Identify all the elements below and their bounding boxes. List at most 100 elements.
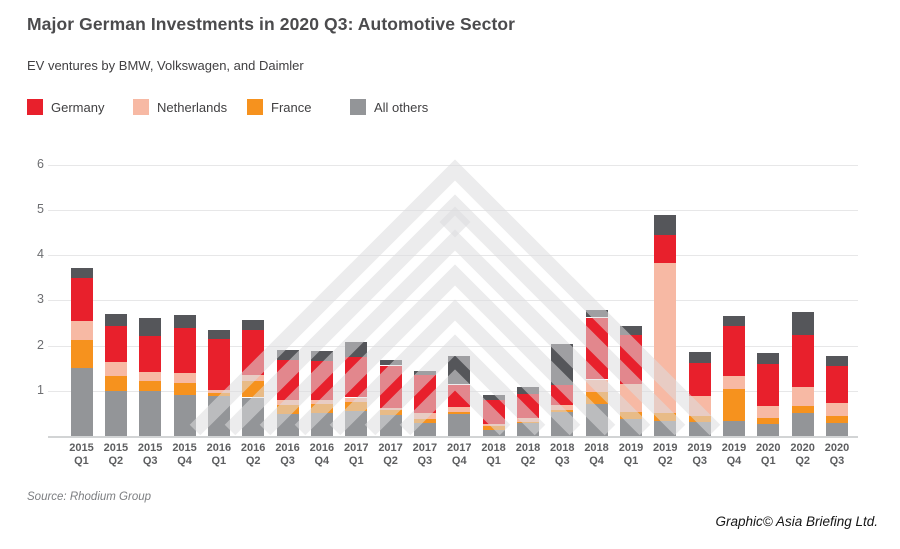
x-axis-label-line: Q2 <box>520 455 536 467</box>
bar-segment-unlabeled-2020-q2 <box>791 312 814 335</box>
bar-segment-france-2015-q4 <box>173 382 196 396</box>
bar-segment-france-2018-q2 <box>516 422 539 424</box>
bar-segment-all-others-2019-q4 <box>723 420 745 436</box>
source-note: Source: Rhodium Group <box>27 491 152 503</box>
gridline-5 <box>48 209 858 211</box>
bar-segment-netherlands-2020-q1 <box>757 406 780 419</box>
bar-segment-france-2015-q1 <box>70 340 93 369</box>
bar-segment-unlabeled-2019-q3 <box>688 351 711 363</box>
bar-segment-unlabeled-2020-q3 <box>826 356 848 367</box>
bar-segment-all-others-2015-q2 <box>104 390 127 436</box>
legend-swatch-france <box>247 99 263 115</box>
bar-segment-all-others-2020-q2 <box>791 413 814 436</box>
y-axis-tick-label: 1 <box>37 382 44 397</box>
x-axis-label-2017-q3: 2017 Q3 <box>408 442 442 468</box>
x-axis-label-line: Q1 <box>74 455 89 467</box>
x-axis-label-line: 2019 <box>618 442 644 454</box>
bar-segment-all-others-2016-q4 <box>310 412 333 436</box>
x-axis-label-2017-q1: 2017 Q1 <box>339 442 373 468</box>
x-axis-label-line: Q1 <box>348 455 364 467</box>
x-axis-label-line: 2020 <box>790 442 815 454</box>
y-axis-tick-label: 3 <box>37 292 44 307</box>
x-axis-label-line: Q3 <box>829 455 845 467</box>
chart-title: Major German Investments in 2020 Q3: Aut… <box>27 14 516 34</box>
x-axis-label-2019-q1: 2019 Q1 <box>614 442 648 468</box>
bar-segment-netherlands-2018-q3 <box>551 405 574 411</box>
legend-swatch-germany <box>27 99 43 115</box>
bar-segment-france-2016-q4 <box>310 404 333 413</box>
bar-segment-unlabeled-2018-q3 <box>551 344 574 385</box>
graphic-credit: Graphic© Asia Briefing Ltd. <box>715 514 878 529</box>
bar-segment-unlabeled-2018-q2 <box>516 387 539 394</box>
x-axis-label-2015-q2: 2015 Q2 <box>99 442 133 468</box>
bar-segment-germany-2020-q1 <box>757 364 780 407</box>
bar-segment-unlabeled-2016-q4 <box>310 351 333 361</box>
bar-segment-unlabeled-2019-q1 <box>619 325 642 335</box>
x-axis-label-2018-q2: 2018 Q2 <box>511 442 545 468</box>
bar-segment-all-others-2020-q3 <box>826 422 848 436</box>
legend-item-france: France <box>247 99 311 115</box>
x-axis-label-2020-q2: 2020 Q2 <box>786 442 820 468</box>
bar-segment-unlabeled-2017-q3 <box>413 371 436 376</box>
x-axis-label-line: Q1 <box>211 455 227 467</box>
x-axis-label-line: 2018 <box>550 442 575 454</box>
bar-segment-all-others-2020-q1 <box>757 424 780 436</box>
x-axis-label-2015-q4: 2015 Q4 <box>167 442 201 468</box>
gridline-4 <box>48 255 858 257</box>
bar-segment-all-others-2017-q4 <box>448 413 471 436</box>
x-axis-label-2020-q3: 2020 Q3 <box>820 442 854 468</box>
x-axis-label-2015-q3: 2015 Q3 <box>133 442 167 468</box>
bar-segment-unlabeled-2015-q1 <box>70 268 93 278</box>
x-axis-label-line: 2015 <box>172 442 197 454</box>
x-axis-label-line: Q1 <box>760 455 776 467</box>
legend-item-germany: Germany <box>27 99 104 115</box>
bar-segment-netherlands-2016-q2 <box>242 375 265 381</box>
bar-segment-germany-2016-q2 <box>242 330 265 376</box>
bar-segment-france-2016-q3 <box>276 404 299 415</box>
bar-segment-france-2018-q4 <box>585 391 608 405</box>
bar-segment-all-others-2016-q2 <box>242 397 265 436</box>
x-axis-label-line: Q4 <box>726 455 742 467</box>
x-axis-label-line: 2019 <box>653 442 678 454</box>
bar-segment-netherlands-2017-q1 <box>345 397 368 403</box>
x-axis-label-line: Q2 <box>108 455 124 467</box>
bar-segment-all-others-2017-q2 <box>379 415 402 436</box>
bar-segment-all-others-2019-q3 <box>688 422 711 436</box>
bar-segment-france-2017-q3 <box>413 419 436 423</box>
bar-segment-unlabeled-2017-q1 <box>345 342 368 358</box>
bar-segment-unlabeled-2015-q4 <box>173 315 196 328</box>
bar-segment-netherlands-2020-q2 <box>791 386 814 407</box>
bar-segment-netherlands-2020-q3 <box>826 403 848 417</box>
bar-segment-unlabeled-2019-q4 <box>723 316 745 327</box>
x-axis-label-line: 2016 <box>309 442 335 454</box>
bar-segment-france-2017-q4 <box>448 412 471 414</box>
x-axis-label-2019-q2: 2019 Q2 <box>648 442 682 468</box>
x-axis-label-line: 2017 <box>344 442 369 454</box>
legend-swatch-netherlands <box>133 99 149 115</box>
x-axis-label-line: 2020 <box>824 442 850 454</box>
x-axis-label-2019-q3: 2019 Q3 <box>683 442 717 468</box>
bar-segment-germany-2018-q2 <box>516 394 539 418</box>
x-axis-label-2016-q3: 2016 Q3 <box>270 442 304 468</box>
x-axis-label-2016-q1: 2016 Q1 <box>202 442 236 468</box>
x-axis-label-2020-q1: 2020 Q1 <box>751 442 785 468</box>
bar-segment-germany-2019-q1 <box>619 334 642 384</box>
bar-segment-germany-2018-q3 <box>551 384 574 406</box>
bar-segment-netherlands-2015-q4 <box>173 373 196 383</box>
bar-segment-germany-2017-q1 <box>345 357 368 398</box>
bar-segment-netherlands-2019-q1 <box>619 384 642 412</box>
x-axis-label-line: 2019 <box>687 442 712 454</box>
bar-segment-netherlands-2016-q1 <box>207 390 230 393</box>
bar-segment-germany-2020-q3 <box>826 366 848 404</box>
bar-segment-france-2018-q1 <box>482 425 505 431</box>
bar-segment-france-2018-q3 <box>551 410 574 412</box>
x-axis-label-line: 2020 <box>756 442 781 454</box>
bar-segment-all-others-2019-q1 <box>619 419 642 436</box>
x-axis-label-line: 2018 <box>481 442 506 454</box>
bar-segment-all-others-2015-q4 <box>173 395 196 436</box>
bar-segment-netherlands-2019-q4 <box>723 376 745 390</box>
bar-segment-germany-2018-q4 <box>585 317 608 380</box>
watermark-diamond <box>439 206 471 238</box>
bar-segment-all-others-2018-q1 <box>482 430 505 436</box>
